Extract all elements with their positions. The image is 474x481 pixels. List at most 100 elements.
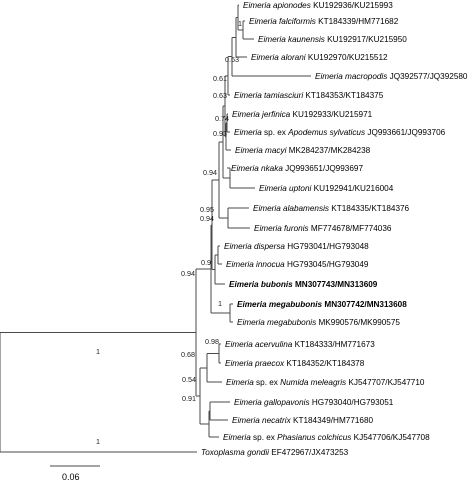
- taxon-name: Eimeria gallopavonis: [234, 398, 310, 407]
- support-value-s_nkaka_clade: 0.94: [203, 168, 217, 177]
- support-value-s_tamiasciuri: 0.63: [213, 91, 227, 100]
- taxon-accession: MN307742/MN313608: [322, 300, 407, 309]
- taxon-label-apionodes: Eimeria apionodes KU192936/KU215993: [243, 1, 393, 10]
- support-value-s_fal_kau: 1: [238, 19, 242, 28]
- scale-bar: 0.06: [50, 465, 100, 481]
- taxon-name: Eimeria bubonis: [229, 280, 293, 289]
- taxon-labels: Eimeria apionodes KU192936/KU215993Eimer…: [201, 1, 468, 457]
- taxon-label-nkaka: Eimeria nkaka JQ993651/JQ993697: [231, 164, 363, 173]
- taxon-name: Eimeria uptoni: [259, 184, 312, 193]
- taxon-accession: KT184349/HM771680: [291, 416, 374, 425]
- taxon-accession: KT184335/KT184376: [329, 204, 410, 213]
- taxon-accession: KJ547706/KJ547708: [351, 433, 430, 442]
- support-value-s_rodent_clade: 0.94: [200, 214, 214, 223]
- taxon-name: Eimeria praecox: [225, 359, 285, 368]
- taxon-label-furonis: Eimeria furonis MF774678/MF774036: [254, 224, 392, 233]
- taxon-accession: HG793040/HG793051: [310, 398, 394, 407]
- tree-branches: [0, 4, 311, 453]
- taxon-label-macyi: Eimeria macyi MK284237/MK284238: [235, 146, 371, 155]
- taxon-sp-ex: sp. ex: [254, 378, 280, 387]
- taxon-name: Eimeria acervulina: [225, 340, 293, 349]
- taxon-accession: KT184352/KT184378: [284, 359, 365, 368]
- support-value-s_toxoplasma: 1: [96, 437, 100, 446]
- taxon-accession: KT184339/HM771682: [316, 17, 399, 26]
- taxon-sp-ex: sp. ex: [262, 128, 288, 137]
- taxon-accession: KJ547707/KJ547710: [346, 378, 425, 387]
- taxon-accession: MK990576/MK990575: [316, 318, 400, 327]
- taxon-accession: JQ993661/JQ993706: [365, 128, 446, 137]
- taxon-name: Eimeria: [234, 128, 262, 137]
- taxon-name: Toxoplasma gondii: [201, 448, 269, 457]
- taxon-label-uptoni: Eimeria uptoni KU192941/KU216004: [259, 184, 394, 193]
- taxon-name: Eimeria kaunensis: [258, 35, 325, 44]
- taxon-name: Eimeria tamiasciuri: [234, 91, 303, 100]
- scale-bar-label: 0.06: [62, 472, 80, 481]
- taxon-label-praecox: Eimeria praecox KT184352/KT184378: [225, 359, 365, 368]
- support-value-s_megabubonis: 1: [218, 299, 222, 308]
- taxon-accession: JQ392577/JQ392580: [387, 72, 468, 81]
- taxon-name: Eimeria innocua: [226, 260, 285, 269]
- support-values: 10.630.610.630.740.930.940.950.940.90.94…: [96, 19, 242, 446]
- support-value-s_jerf_apod: 0.74: [215, 114, 229, 123]
- taxon-name: Eimeria alabamensis: [253, 204, 329, 213]
- taxon-label-numida: Eimeria sp. ex Numida meleagris KJ547707…: [226, 378, 425, 387]
- taxon-accession: EF472967/JX473253: [269, 448, 349, 457]
- taxon-label-falciformis: Eimeria falciformis KT184339/HM771682: [249, 17, 399, 26]
- taxon-label-megabubonis2: Eimeria megabubonis MK990576/MK990575: [237, 318, 400, 327]
- taxon-accession: JQ993651/JQ993697: [283, 164, 364, 173]
- taxon-name: Eimeria alorani: [251, 53, 306, 62]
- taxon-accession: MF774678/MF774036: [309, 224, 392, 233]
- taxon-accession: KT184333/HM771673: [292, 340, 375, 349]
- support-value-s_macyi: 0.93: [213, 129, 227, 138]
- taxon-label-alabamensis: Eimeria alabamensis KT184335/KT184376: [253, 204, 410, 213]
- taxon-sp-ex: sp. ex: [251, 433, 277, 442]
- taxon-accession: KU192917/KU215950: [325, 35, 407, 44]
- taxon-label-bubonis: Eimeria bubonis MN307743/MN313609: [229, 280, 378, 289]
- taxon-name: Eimeria necatrix: [232, 416, 292, 425]
- support-value-s_gallo_neca: 0.91: [182, 394, 196, 403]
- support-value-s_alorani: 0.63: [225, 55, 239, 64]
- taxon-label-megabubonis1: Eimeria megabubonis MN307742/MN313608: [237, 300, 407, 309]
- taxon-name: Eimeria megabubonis: [237, 318, 316, 327]
- support-value-s_macropodis: 0.61: [213, 74, 227, 83]
- taxon-host: Apodemus sylvaticus: [287, 128, 365, 137]
- taxon-name: Eimeria nkaka: [231, 164, 283, 173]
- taxon-name: Eimeria: [226, 378, 254, 387]
- support-value-s_galliform: 0.68: [181, 350, 195, 359]
- taxon-label-toxoplasma: Toxoplasma gondii EF472967/JX473253: [201, 448, 349, 457]
- taxon-label-necatrix: Eimeria necatrix KT184349/HM771680: [232, 416, 374, 425]
- taxon-name: Eimeria dispersa: [224, 242, 285, 251]
- taxon-label-tamiasciuri: Eimeria tamiasciuri KT184353/KT184375: [234, 91, 384, 100]
- support-value-s_root_eimeria: 1: [96, 347, 100, 356]
- taxon-name: Eimeria macropodis: [315, 72, 387, 81]
- taxon-accession: KU192933/KU215971: [290, 110, 372, 119]
- taxon-accession: MN307743/MN313609: [293, 280, 378, 289]
- support-value-s_alab_furonis: 0.95: [200, 205, 214, 214]
- taxon-name: Eimeria furonis: [254, 224, 309, 233]
- taxon-label-acervulina: Eimeria acervulina KT184333/HM771673: [225, 340, 375, 349]
- taxon-name: Eimeria falciformis: [249, 17, 316, 26]
- support-value-s_galliform2: 0.54: [182, 375, 196, 384]
- taxon-label-macropodis: Eimeria macropodis JQ392577/JQ392580: [315, 72, 468, 81]
- taxon-label-phasianus: Eimeria sp. ex Phasianus colchicus KJ547…: [223, 433, 430, 442]
- taxon-name: Eimeria: [223, 433, 251, 442]
- support-value-s_disp_inno: 0.9: [201, 258, 211, 267]
- taxon-accession: KU192936/KU215993: [311, 1, 393, 10]
- taxon-label-dispersa: Eimeria dispersa HG793041/HG793048: [224, 242, 369, 251]
- taxon-accession: KU192941/KU216004: [311, 184, 393, 193]
- taxon-name: Eimeria megabubonis: [237, 300, 323, 309]
- taxon-accession: HG793045/HG793049: [285, 260, 369, 269]
- taxon-name: Eimeria macyi: [235, 146, 287, 155]
- support-value-s_acer_prae: 0.98: [205, 337, 219, 346]
- taxon-host: Phasianus colchicus: [277, 433, 351, 442]
- taxon-label-apodemus: Eimeria sp. ex Apodemus sylvaticus JQ993…: [234, 128, 446, 137]
- taxon-label-alorani: Eimeria alorani KU192970/KU215512: [251, 53, 388, 62]
- taxon-accession: KU192970/KU215512: [306, 53, 388, 62]
- taxon-name: Eimeria apionodes: [243, 1, 311, 10]
- taxon-label-kaunensis: Eimeria kaunensis KU192917/KU215950: [258, 35, 407, 44]
- taxon-label-innocua: Eimeria innocua HG793045/HG793049: [226, 260, 369, 269]
- taxon-accession: KT184353/KT184375: [303, 91, 384, 100]
- taxon-name: Eimeria jerfinica: [232, 110, 291, 119]
